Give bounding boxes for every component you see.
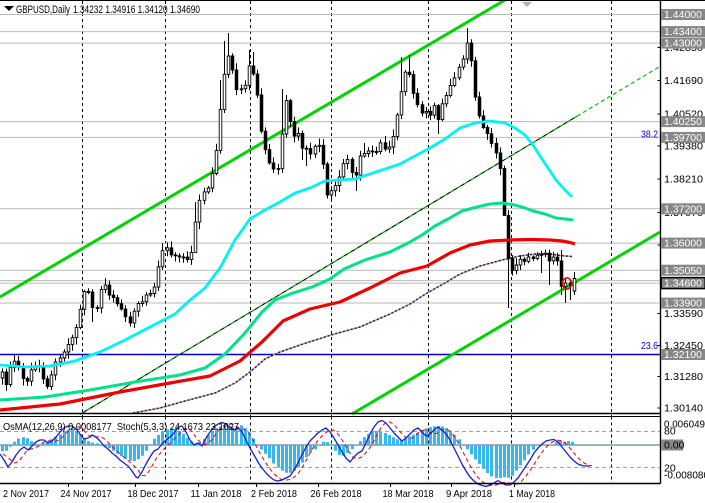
svg-text:1.41690: 1.41690 [664, 75, 703, 87]
svg-text:1.30140: 1.30140 [664, 403, 703, 415]
svg-text:38.2: 38.2 [641, 129, 658, 141]
svg-text:1.31280: 1.31280 [664, 371, 703, 383]
svg-text:1.43400: 1.43400 [664, 26, 702, 38]
svg-text:1.33590: 1.33590 [664, 308, 703, 320]
svg-text:18 Mar 2018: 18 Mar 2018 [383, 488, 434, 500]
svg-text:1.39380: 1.39380 [664, 141, 703, 153]
svg-text:2 Nov 2017: 2 Nov 2017 [3, 488, 49, 500]
svg-text:80: 80 [664, 426, 676, 438]
svg-text:1 May 2018: 1 May 2018 [509, 488, 555, 500]
svg-text:11 Jan 2018: 11 Jan 2018 [191, 488, 242, 500]
svg-text:0.00: 0.00 [664, 440, 685, 452]
svg-text:1.35050: 1.35050 [664, 265, 702, 277]
svg-text:24 Nov 2017: 24 Nov 2017 [61, 488, 112, 500]
svg-text:18 Dec 2017: 18 Dec 2017 [128, 488, 179, 500]
svg-text:1.38210: 1.38210 [664, 174, 703, 186]
svg-text:1.34232 1.34916 1.34120 1.3469: 1.34232 1.34916 1.34120 1.34690 [73, 4, 200, 16]
svg-text:23.6: 23.6 [641, 340, 658, 352]
svg-text:26 Feb 2018: 26 Feb 2018 [311, 488, 362, 500]
svg-text:2 Feb 2018: 2 Feb 2018 [251, 488, 297, 500]
svg-text:OsMA(12,26,9) 0.0008177 Stoch: OsMA(12,26,9) 0.0008177 Stoch(5,3,3) 24.… [3, 421, 239, 433]
svg-text:1.34600: 1.34600 [664, 278, 702, 290]
svg-text:GBPUSD,Daily: GBPUSD,Daily [16, 4, 70, 16]
svg-text:1.43000: 1.43000 [664, 38, 702, 50]
svg-text:-0.008080: -0.008080 [664, 470, 705, 482]
svg-text:1.39700: 1.39700 [664, 132, 702, 144]
svg-text:0.006049: 0.006049 [664, 419, 705, 431]
svg-text:1.37200: 1.37200 [664, 203, 702, 215]
svg-text:20: 20 [664, 463, 676, 475]
svg-text:1.32100: 1.32100 [664, 349, 702, 361]
svg-text:9 Apr 2018: 9 Apr 2018 [446, 488, 492, 500]
svg-text:1.33900: 1.33900 [664, 298, 702, 310]
svg-text:1.36000: 1.36000 [664, 238, 702, 250]
svg-text:1.44000: 1.44000 [664, 9, 702, 21]
svg-text:1.40250: 1.40250 [664, 116, 702, 128]
